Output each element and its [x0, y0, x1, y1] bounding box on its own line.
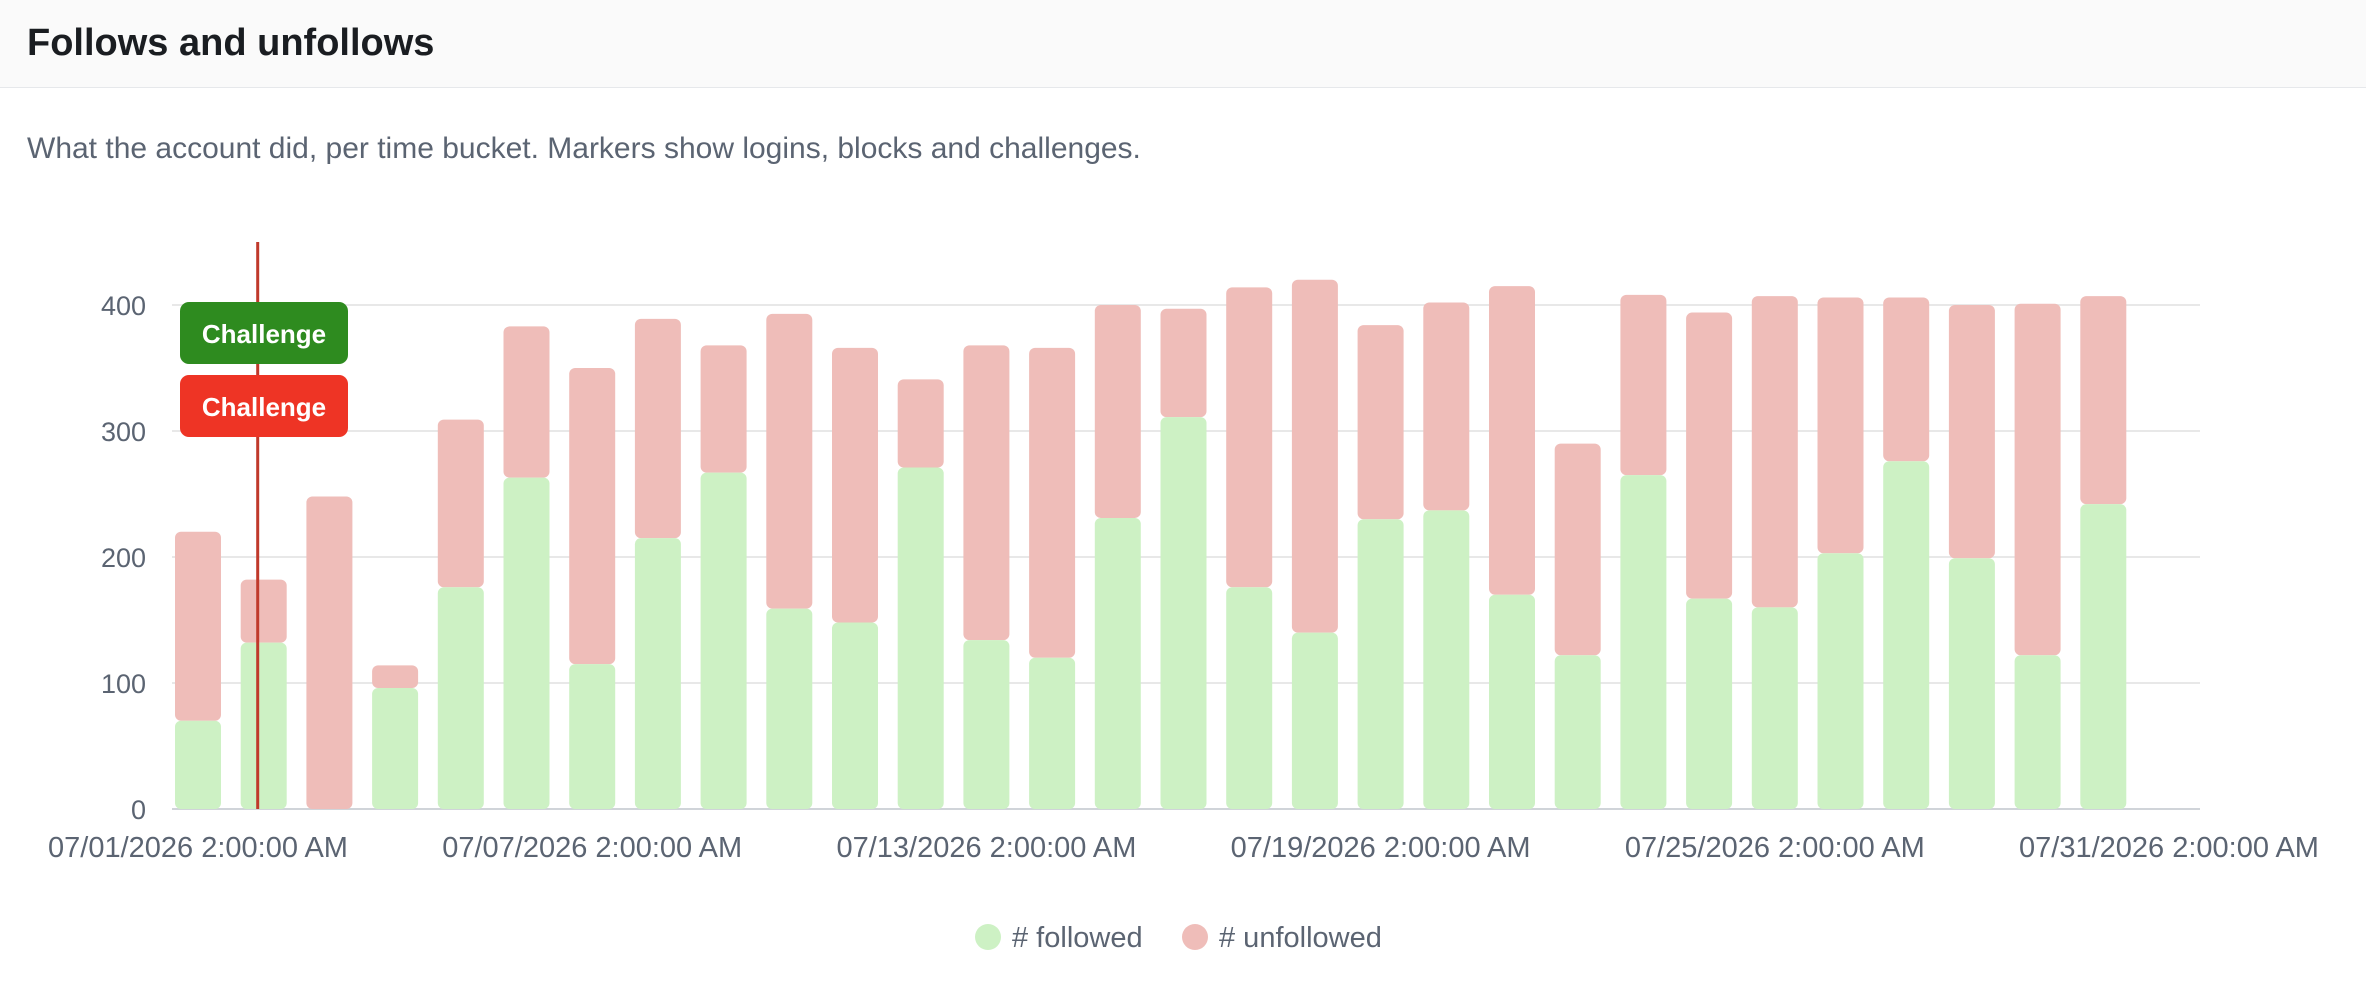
bar-followed[interactable]	[1489, 594, 1535, 809]
bar-followed[interactable]	[1160, 417, 1207, 809]
bar-followed[interactable]	[832, 622, 878, 809]
bar-followed[interactable]	[1554, 655, 1601, 809]
bar-unfollowed[interactable]	[175, 531, 221, 721]
bar-followed[interactable]	[766, 608, 813, 809]
legend-unfollowed-swatch[interactable]	[1182, 924, 1208, 950]
legend-followed-label[interactable]: # followed	[1012, 922, 1143, 954]
bar-followed[interactable]	[569, 664, 616, 809]
bar-unfollowed[interactable]	[1686, 312, 1733, 599]
bar-followed[interactable]	[2014, 655, 2061, 809]
bar-unfollowed[interactable]	[766, 313, 813, 609]
bar-unfollowed[interactable]	[700, 345, 747, 473]
card-header: Follows and unfollows	[0, 0, 2366, 88]
bar-unfollowed[interactable]	[240, 579, 287, 643]
card-title: Follows and unfollows	[27, 22, 435, 64]
bar-followed[interactable]	[1948, 558, 1995, 809]
challenge-marker[interactable]	[180, 302, 348, 364]
bar-followed[interactable]	[1423, 510, 1470, 809]
bar-unfollowed[interactable]	[569, 368, 616, 665]
bar-followed[interactable]	[1029, 657, 1076, 809]
bar-followed[interactable]	[240, 642, 287, 809]
x-tick-label: 07/31/2026 2:00:00 AM	[2019, 832, 2319, 864]
bar-unfollowed[interactable]	[1817, 297, 1864, 554]
bar-followed[interactable]	[1291, 632, 1338, 809]
bar-followed[interactable]	[503, 477, 550, 809]
legend-unfollowed-label[interactable]: # unfollowed	[1219, 922, 1382, 954]
bar-followed[interactable]	[175, 720, 221, 809]
bar-unfollowed[interactable]	[1357, 325, 1404, 520]
y-tick-label: 100	[101, 669, 146, 699]
bar-unfollowed[interactable]	[2014, 303, 2061, 656]
bar-followed[interactable]	[1357, 519, 1404, 809]
bar-unfollowed[interactable]	[1751, 296, 1798, 608]
bar-followed[interactable]	[1751, 607, 1798, 809]
bar-followed[interactable]	[437, 587, 484, 809]
x-tick-label: 07/13/2026 2:00:00 AM	[836, 832, 1136, 864]
bar-followed[interactable]	[1883, 461, 1930, 809]
bar-followed[interactable]	[2080, 504, 2127, 809]
bar-followed[interactable]	[963, 640, 1010, 809]
bar-followed[interactable]	[1686, 598, 1733, 809]
y-tick-label: 300	[101, 417, 146, 447]
bar-unfollowed[interactable]	[1423, 302, 1470, 511]
bar-followed[interactable]	[634, 538, 681, 809]
challenge-marker[interactable]	[180, 375, 348, 437]
bar-followed[interactable]	[1817, 553, 1864, 809]
bar-followed[interactable]	[372, 688, 419, 809]
bar-followed[interactable]	[1094, 517, 1141, 809]
bar-unfollowed[interactable]	[634, 318, 681, 539]
bar-unfollowed[interactable]	[897, 379, 944, 468]
y-tick-label: 0	[131, 795, 146, 825]
bar-unfollowed[interactable]	[306, 496, 353, 809]
chart-description: What the account did, per time bucket. M…	[27, 132, 1141, 165]
bar-unfollowed[interactable]	[1291, 279, 1338, 633]
bar-unfollowed[interactable]	[1948, 305, 1995, 559]
bar-unfollowed[interactable]	[2080, 296, 2127, 505]
challenge-marker-label: Challenge	[202, 392, 326, 422]
bar-unfollowed[interactable]	[1094, 305, 1141, 518]
y-tick-label: 200	[101, 543, 146, 573]
bar-unfollowed[interactable]	[1883, 297, 1930, 462]
bar-unfollowed[interactable]	[1029, 347, 1076, 658]
y-tick-label: 400	[101, 291, 146, 321]
bar-unfollowed[interactable]	[1554, 443, 1601, 656]
challenge-marker-label: Challenge	[202, 319, 326, 349]
bar-followed[interactable]	[1620, 475, 1667, 809]
x-tick-label: 07/07/2026 2:00:00 AM	[442, 832, 742, 864]
bar-unfollowed[interactable]	[1489, 286, 1535, 595]
bar-unfollowed[interactable]	[1160, 308, 1207, 418]
bar-unfollowed[interactable]	[503, 326, 550, 478]
x-tick-label: 07/19/2026 2:00:00 AM	[1231, 832, 1531, 864]
bar-unfollowed[interactable]	[963, 345, 1010, 641]
card-body: What the account did, per time bucket. M…	[0, 132, 2366, 166]
bar-unfollowed[interactable]	[1620, 294, 1667, 476]
bar-unfollowed[interactable]	[832, 347, 878, 623]
bar-unfollowed[interactable]	[1226, 287, 1273, 588]
x-tick-label: 07/25/2026 2:00:00 AM	[1625, 832, 1925, 864]
bar-followed[interactable]	[700, 472, 747, 809]
bar-followed[interactable]	[897, 467, 944, 809]
bar-unfollowed[interactable]	[372, 665, 419, 689]
bar-unfollowed[interactable]	[437, 419, 484, 588]
legend-followed-swatch[interactable]	[975, 924, 1001, 950]
x-tick-label: 07/01/2026 2:00:00 AM	[48, 832, 348, 864]
bar-followed[interactable]	[1226, 587, 1273, 809]
